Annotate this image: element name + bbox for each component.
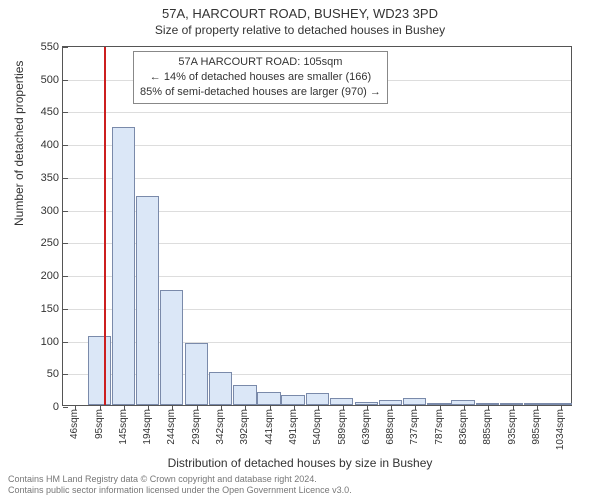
x-tick-label: 392sqm — [239, 409, 250, 445]
histogram-bar — [233, 385, 256, 405]
histogram-bar — [257, 392, 280, 405]
x-tick-label: 540sqm — [312, 409, 323, 445]
x-tick-label: 639sqm — [361, 409, 372, 445]
y-tick-label: 150 — [41, 303, 63, 315]
histogram-bar — [451, 400, 474, 405]
annotation-box: 57A HARCOURT ROAD: 105sqm ← 14% of detac… — [133, 51, 388, 104]
y-tick-label: 400 — [41, 139, 63, 151]
grid-line — [63, 178, 571, 179]
x-tick-label: 46sqm — [69, 409, 80, 439]
page-subtitle: Size of property relative to detached ho… — [0, 21, 600, 37]
grid-line — [63, 145, 571, 146]
page-title: 57A, HARCOURT ROAD, BUSHEY, WD23 3PD — [0, 0, 600, 21]
annotation-line-2: ← 14% of detached houses are smaller (16… — [140, 70, 381, 85]
x-tick-label: 885sqm — [482, 409, 493, 445]
reference-line — [104, 47, 106, 405]
grid-line — [63, 112, 571, 113]
histogram-bar — [500, 403, 523, 405]
x-tick-label: 293sqm — [191, 409, 202, 445]
x-tick-label: 589sqm — [337, 409, 348, 445]
histogram-bar — [160, 290, 183, 405]
histogram-bar — [112, 127, 135, 405]
y-tick-label: 100 — [41, 336, 63, 348]
x-tick-label: 1034sqm — [555, 409, 566, 450]
x-tick-label: 935sqm — [507, 409, 518, 445]
histogram-bar — [548, 403, 571, 405]
y-tick-label: 550 — [41, 41, 63, 53]
y-axis-label: Number of detached properties — [12, 61, 26, 226]
footer-line-1: Contains HM Land Registry data © Crown c… — [8, 474, 352, 485]
y-tick-label: 300 — [41, 205, 63, 217]
histogram-chart: 05010015020025030035040045050055046sqm95… — [62, 46, 572, 406]
y-tick-label: 250 — [41, 237, 63, 249]
x-tick-label: 688sqm — [385, 409, 396, 445]
y-tick-label: 350 — [41, 172, 63, 184]
histogram-bar — [306, 393, 329, 405]
histogram-bar — [136, 196, 159, 405]
x-tick-label: 244sqm — [166, 409, 177, 445]
histogram-bar — [281, 395, 304, 405]
y-tick-label: 200 — [41, 270, 63, 282]
x-axis-label: Distribution of detached houses by size … — [0, 456, 600, 470]
histogram-bar — [88, 336, 111, 405]
x-tick-label: 194sqm — [142, 409, 153, 445]
x-tick-label: 787sqm — [434, 409, 445, 445]
x-tick-label: 985sqm — [531, 409, 542, 445]
x-tick-label: 491sqm — [288, 409, 299, 445]
footer-line-2: Contains public sector information licen… — [8, 485, 352, 496]
y-tick-label: 0 — [53, 401, 63, 413]
x-tick-label: 145sqm — [118, 409, 129, 445]
annotation-line-1: 57A HARCOURT ROAD: 105sqm — [140, 55, 381, 70]
y-tick-label: 500 — [41, 74, 63, 86]
x-tick-label: 95sqm — [94, 409, 105, 439]
x-tick-label: 737sqm — [409, 409, 420, 445]
x-tick-label: 836sqm — [458, 409, 469, 445]
annotation-line-3: 85% of semi-detached houses are larger (… — [140, 85, 381, 100]
x-tick-label: 441sqm — [264, 409, 275, 445]
y-tick-label: 450 — [41, 106, 63, 118]
x-tick-label: 342sqm — [215, 409, 226, 445]
footer-attribution: Contains HM Land Registry data © Crown c… — [8, 474, 352, 497]
y-tick-label: 50 — [47, 368, 63, 380]
histogram-bar — [209, 372, 232, 405]
histogram-bar — [185, 343, 208, 405]
